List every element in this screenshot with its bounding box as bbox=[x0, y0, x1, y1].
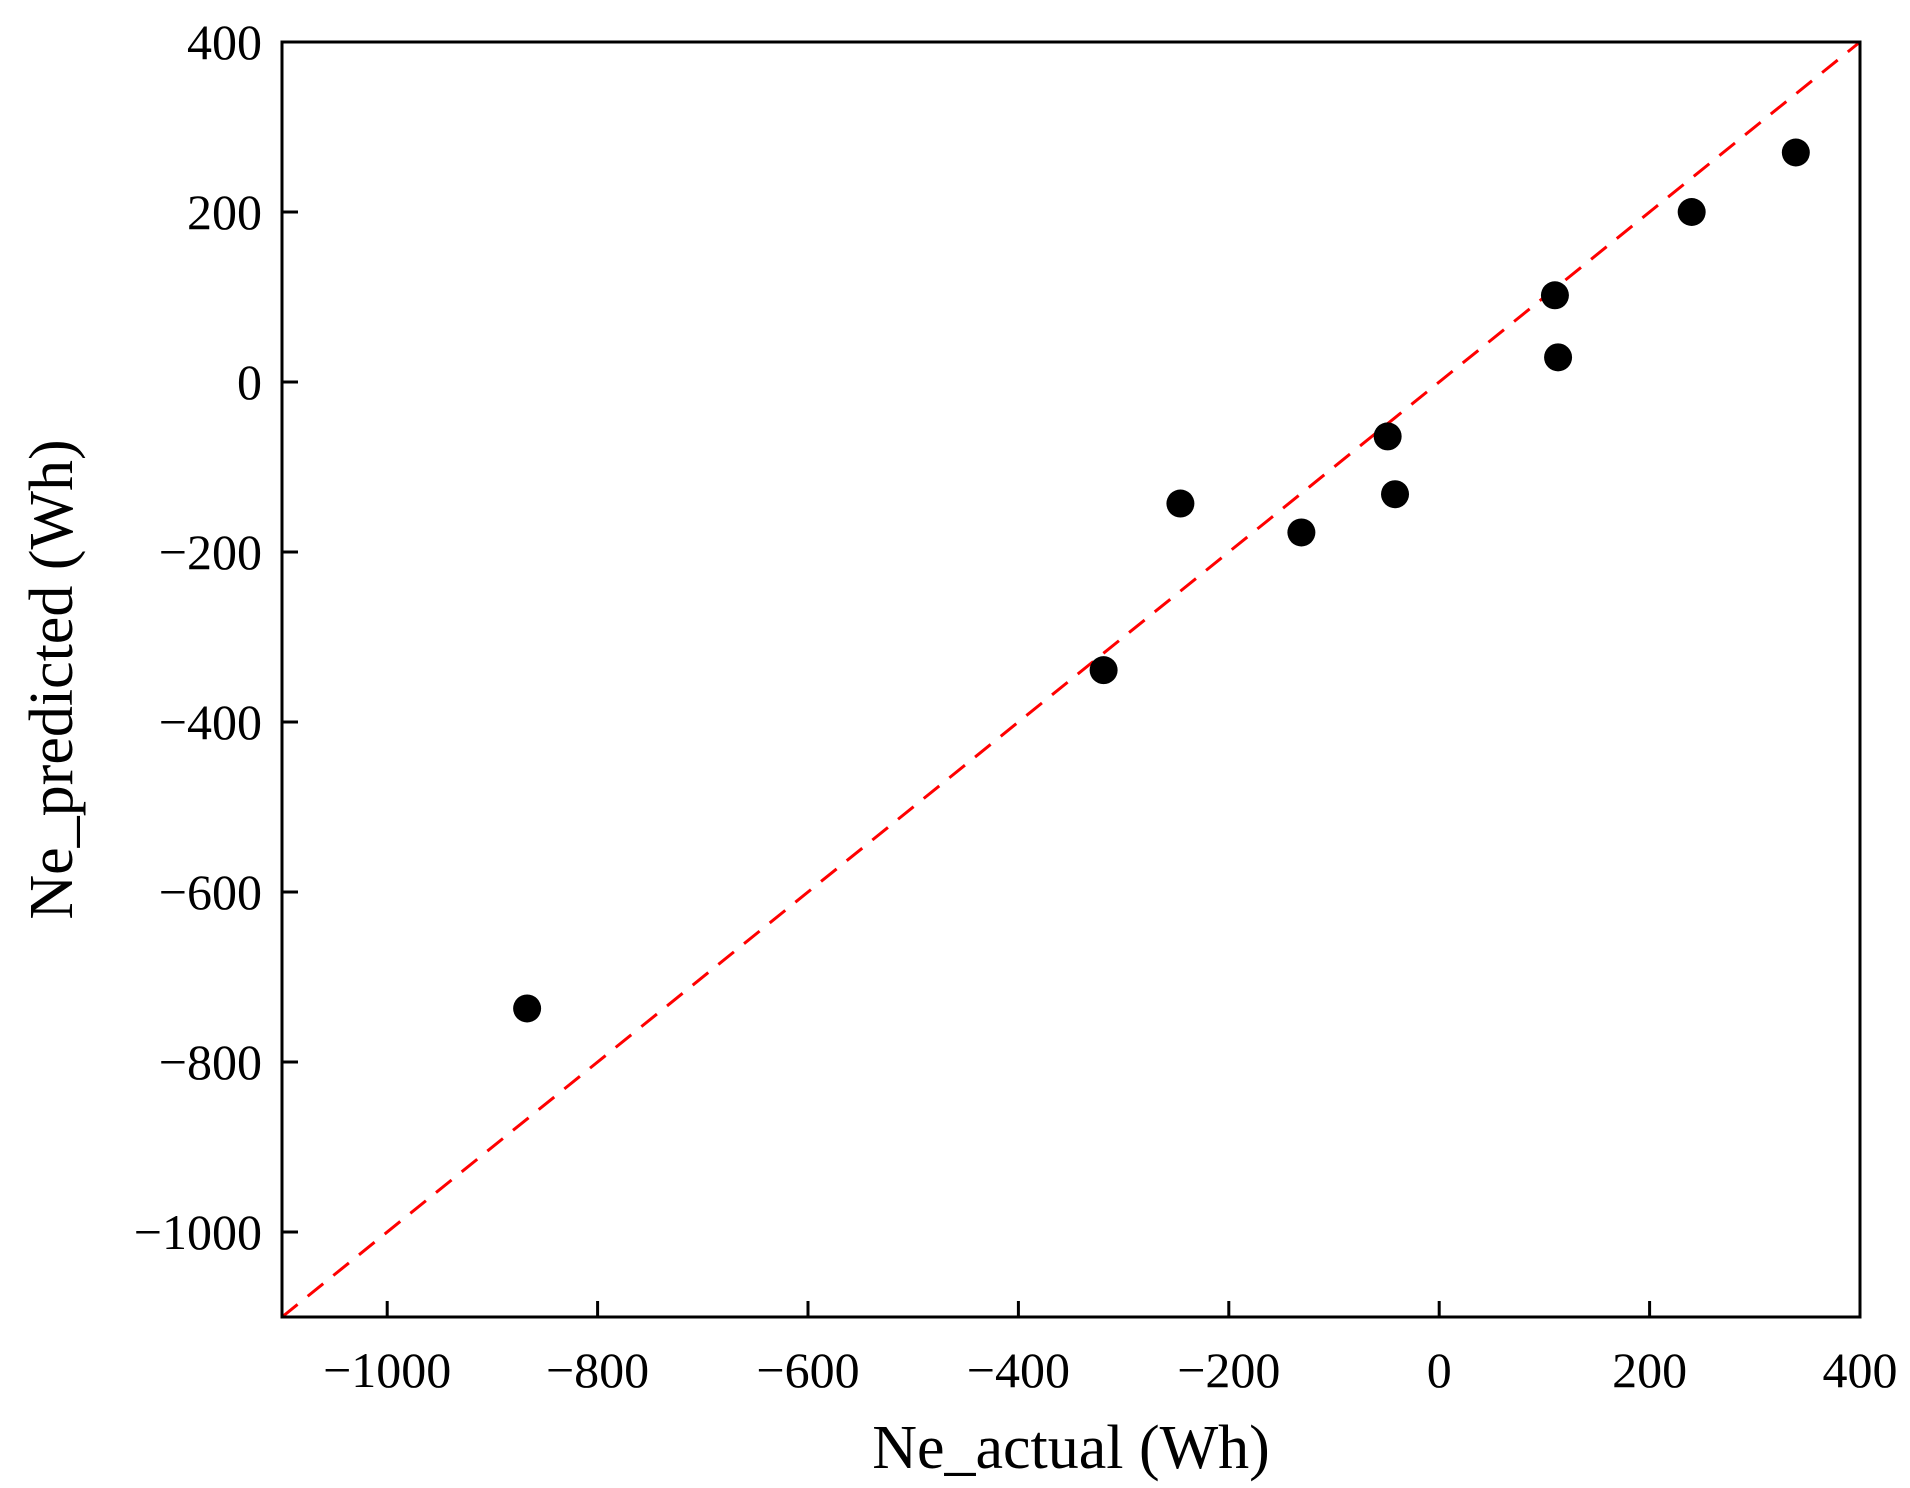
data-point bbox=[1544, 343, 1573, 372]
y-tick-label: −1000 bbox=[134, 1204, 262, 1260]
y-tick-label: 200 bbox=[187, 184, 262, 240]
y-axis-title: Ne_predicted (Wh) bbox=[18, 439, 86, 919]
y-tick-label: 0 bbox=[237, 354, 262, 410]
x-tick-label: −200 bbox=[1177, 1342, 1280, 1398]
x-tick-label: −600 bbox=[756, 1342, 859, 1398]
data-point bbox=[1677, 198, 1706, 226]
x-tick-label: −1000 bbox=[323, 1342, 451, 1398]
data-point bbox=[1373, 422, 1402, 451]
reference-line-y-equals-x bbox=[282, 42, 1860, 1317]
data-point bbox=[1381, 480, 1410, 509]
plot-area-frame bbox=[280, 40, 1862, 1319]
x-tick-label: 200 bbox=[1612, 1342, 1687, 1398]
y-tick-label: −800 bbox=[159, 1034, 262, 1090]
y-tick-label: −400 bbox=[159, 694, 262, 750]
x-tick-label: −400 bbox=[967, 1342, 1070, 1398]
x-axis-title: Ne_actual (Wh) bbox=[872, 1414, 1270, 1482]
data-point bbox=[1540, 281, 1569, 310]
y-tick-label: −600 bbox=[159, 864, 262, 920]
data-point bbox=[1287, 518, 1316, 547]
data-point bbox=[1781, 138, 1810, 167]
data-point bbox=[513, 994, 542, 1023]
x-tick-label: −800 bbox=[546, 1342, 649, 1398]
data-point bbox=[1166, 489, 1195, 518]
data-point bbox=[1089, 656, 1118, 685]
y-tick-label: −200 bbox=[159, 524, 262, 580]
x-tick-label: 0 bbox=[1427, 1342, 1452, 1398]
x-tick-label: 400 bbox=[1823, 1342, 1898, 1398]
y-tick-label: 400 bbox=[187, 14, 262, 70]
